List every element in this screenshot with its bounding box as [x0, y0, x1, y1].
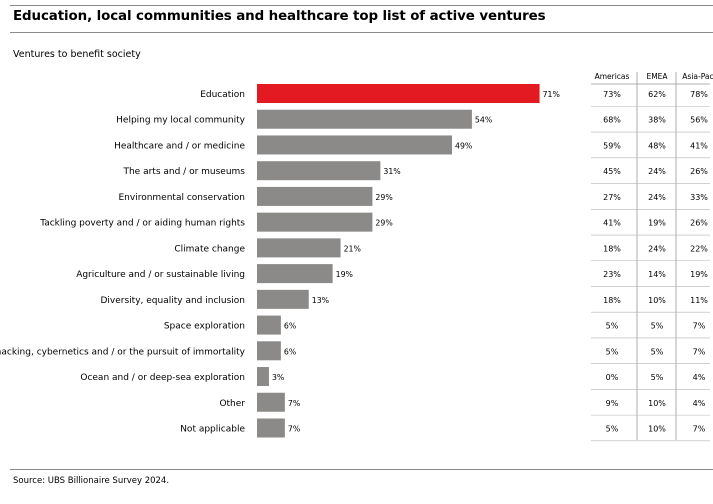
table-cell: 5% [606, 347, 619, 356]
table-cell: 9% [606, 399, 619, 408]
table-column-header: EMEA [646, 72, 668, 81]
table-cell: 19% [648, 219, 666, 228]
category-label: Healthcare and / or medicine [114, 141, 245, 151]
table-cell: 10% [648, 424, 666, 433]
table-column-header: Americas [595, 72, 630, 81]
data-label: 19% [336, 270, 353, 279]
table-cell: 27% [603, 193, 621, 202]
data-label: 7% [288, 424, 300, 433]
table-cell: 38% [648, 116, 666, 125]
data-label: 7% [288, 399, 300, 408]
table-cell: 24% [648, 167, 666, 176]
table-cell: 59% [603, 141, 621, 150]
data-label: 13% [312, 296, 329, 305]
table-cell: 48% [648, 141, 666, 150]
bar [257, 418, 285, 438]
table-cell: 26% [690, 167, 708, 176]
category-label: Helping my local community [116, 116, 246, 126]
data-label: 54% [475, 116, 492, 125]
data-label: 29% [375, 193, 392, 202]
bar [257, 135, 453, 155]
table-cell: 7% [693, 424, 706, 433]
table-cell: 24% [648, 193, 666, 202]
category-label: The arts and / or museums [122, 167, 245, 177]
table-column-header: Asia-Paci [682, 72, 713, 81]
data-label: 31% [383, 167, 400, 176]
bar [257, 341, 281, 361]
category-label: Not applicable [180, 424, 245, 434]
table-cell: 26% [690, 219, 708, 228]
table-cell: 14% [648, 270, 666, 279]
bar [257, 161, 381, 181]
bar [257, 289, 309, 309]
table-cell: 18% [603, 296, 621, 305]
bar [257, 212, 373, 232]
table-cell: 4% [693, 373, 706, 382]
category-label: Biohacking, cybernetics and / or the pur… [0, 347, 246, 357]
table-cell: 24% [648, 244, 666, 253]
table-cell: 7% [693, 322, 706, 331]
category-label: Other [219, 399, 245, 409]
table-cell: 23% [603, 270, 621, 279]
top-rule [10, 5, 713, 6]
table-cell: 5% [651, 322, 664, 331]
category-label: Space exploration [164, 322, 245, 332]
category-label: Environmental conservation [118, 193, 245, 203]
data-label: 71% [543, 90, 560, 99]
category-label: Education [200, 90, 245, 100]
table-cell: 7% [693, 347, 706, 356]
table-cell: 73% [603, 90, 621, 99]
data-label: 29% [375, 219, 392, 228]
category-label: Diversity, equality and inclusion [101, 296, 246, 306]
table-cell: 0% [606, 373, 619, 382]
page-title: Education, local communities and healthc… [13, 9, 546, 24]
table-cell: 41% [690, 141, 708, 150]
table-cell: 19% [690, 270, 708, 279]
table-cell: 5% [606, 424, 619, 433]
data-label: 6% [284, 347, 296, 356]
data-label: 21% [344, 244, 361, 253]
table-cell: 33% [690, 193, 708, 202]
category-label: Agriculture and / or sustainable living [76, 270, 245, 280]
footer-divider [10, 469, 713, 470]
table-cell: 78% [690, 90, 708, 99]
table-cell: 11% [690, 296, 708, 305]
table-cell: 5% [651, 373, 664, 382]
category-label: Tackling poverty and / or aiding human r… [39, 219, 245, 229]
bar [257, 315, 281, 335]
table-cell: 5% [606, 322, 619, 331]
table-cell: 56% [690, 116, 708, 125]
category-label: Ocean and / or deep-sea exploration [80, 373, 245, 383]
table-cell: 18% [603, 244, 621, 253]
source-note: Source: UBS Billionaire Survey 2024. [13, 476, 170, 486]
data-label: 6% [284, 322, 296, 331]
bar [257, 186, 373, 206]
bar [257, 84, 540, 103]
bar [257, 367, 269, 387]
table-cell: 4% [693, 399, 706, 408]
data-label: 49% [455, 141, 472, 150]
bar [257, 109, 472, 129]
table-cell: 10% [648, 296, 666, 305]
table-cell: 41% [603, 219, 621, 228]
table-cell: 10% [648, 399, 666, 408]
table-cell: 22% [690, 244, 708, 253]
category-label: Climate change [174, 244, 245, 254]
table-cell: 5% [651, 347, 664, 356]
bar [257, 392, 285, 412]
bar [257, 264, 333, 284]
chart-subtitle: Ventures to benefit society [13, 49, 141, 60]
table-cell: 45% [603, 167, 621, 176]
bar [257, 238, 341, 258]
table-cell: 68% [603, 116, 621, 125]
data-label: 3% [272, 373, 284, 382]
table-cell: 62% [648, 90, 666, 99]
title-divider [10, 32, 713, 33]
